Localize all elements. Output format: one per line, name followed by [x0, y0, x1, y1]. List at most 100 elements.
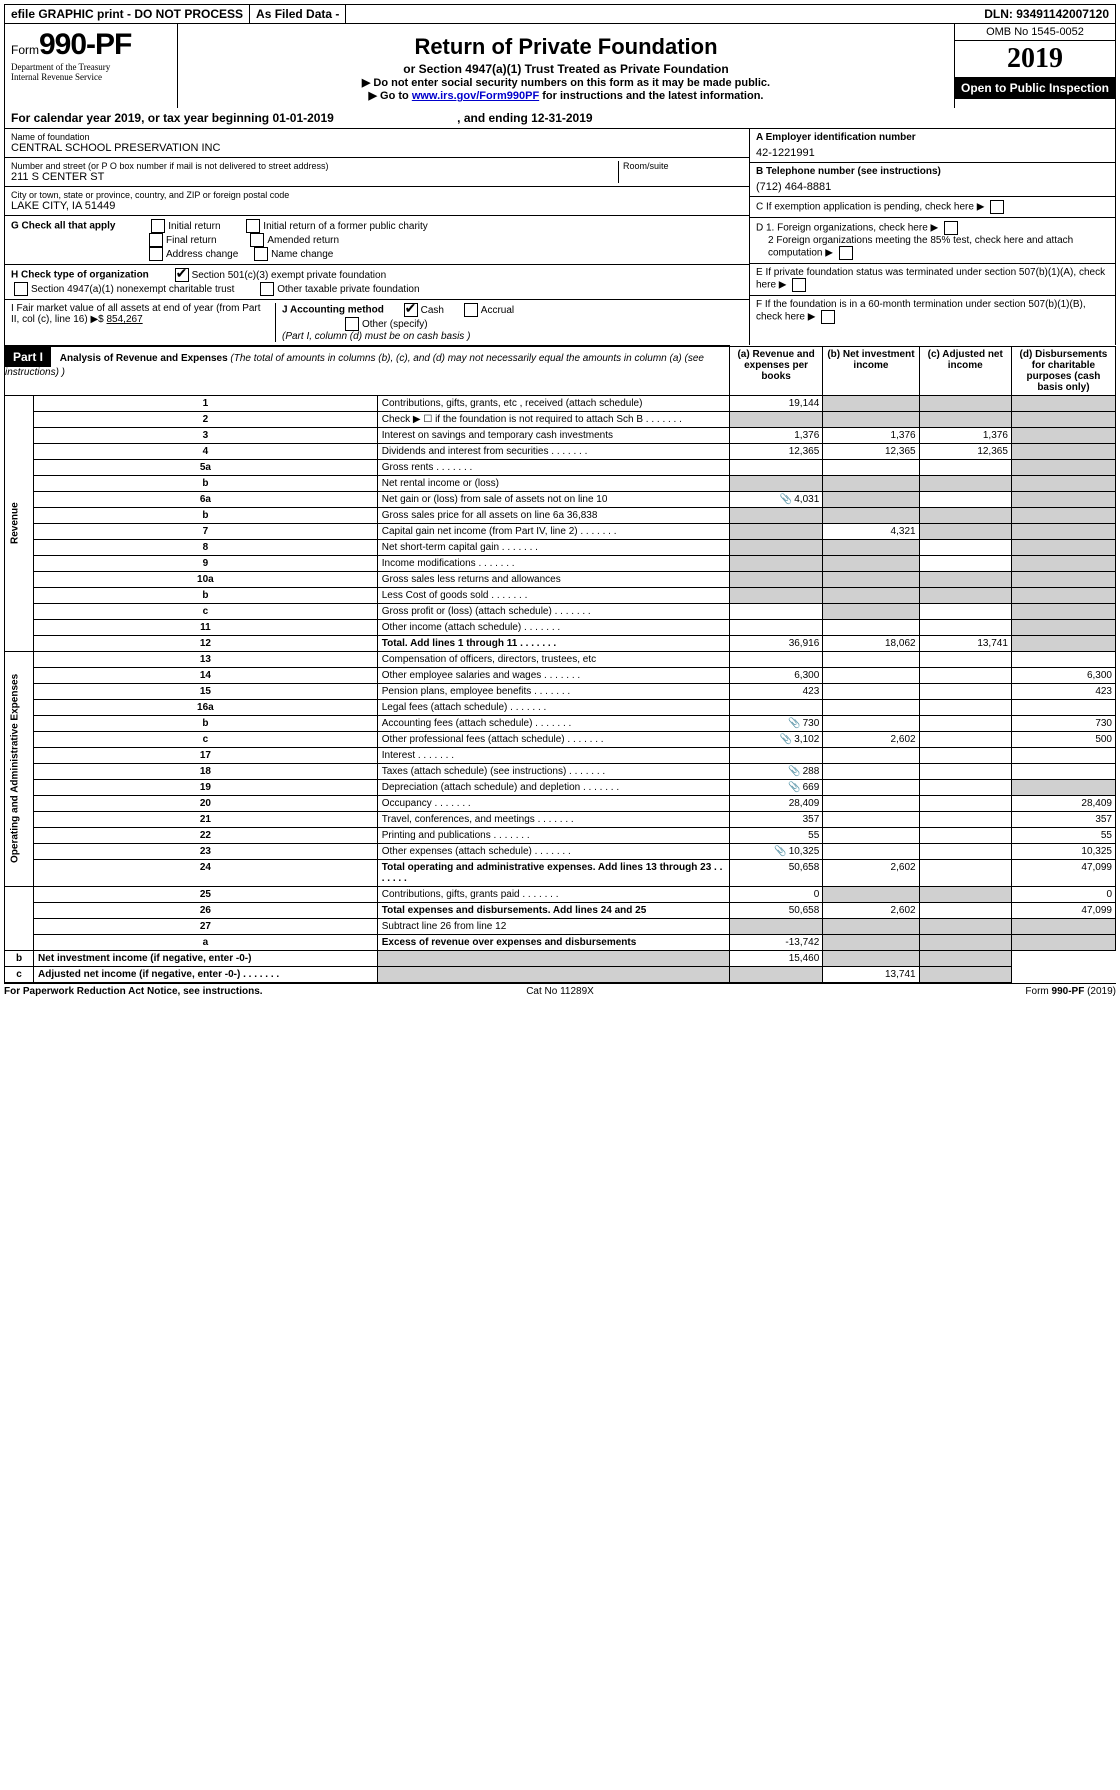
501c3-checkbox[interactable] [175, 268, 189, 282]
accrual-checkbox[interactable] [464, 303, 478, 317]
line-number: 18 [34, 763, 378, 779]
amended-return-checkbox[interactable] [250, 233, 264, 247]
amount-cell [823, 619, 919, 635]
amount-cell [1011, 779, 1115, 795]
amount-cell: 423 [729, 683, 822, 699]
table-row: 3Interest on savings and temporary cash … [5, 427, 1116, 443]
name-change-checkbox[interactable] [254, 247, 268, 261]
amount-cell [823, 747, 919, 763]
line-number: 10a [34, 571, 378, 587]
amount-cell [919, 715, 1011, 731]
i-j-row: I Fair market value of all assets at end… [5, 300, 749, 345]
table-row: 18Taxes (attach schedule) (see instructi… [5, 763, 1116, 779]
foreign-org-checkbox[interactable] [944, 221, 958, 235]
line-description: Travel, conferences, and meetings . . . … [377, 811, 729, 827]
line-number: 23 [34, 843, 378, 859]
table-row: 21Travel, conferences, and meetings . . … [5, 811, 1116, 827]
address-cell: Number and street (or P O box number if … [5, 158, 749, 187]
schedule-icon[interactable]: 📎 [788, 782, 800, 793]
amount-cell [919, 843, 1011, 859]
schedule-icon[interactable]: 📎 [788, 766, 800, 777]
amount-cell: 1,376 [919, 427, 1011, 443]
amount-cell: 500 [1011, 731, 1115, 747]
line-number: 4 [34, 443, 378, 459]
line-number: b [34, 715, 378, 731]
form-number: 990-PF [39, 28, 131, 61]
line-number: 12 [34, 635, 378, 651]
other-taxable-checkbox[interactable] [260, 282, 274, 296]
cash-checkbox[interactable] [404, 303, 418, 317]
col-a-header: (a) Revenue and expenses per books [729, 346, 822, 395]
g-check: G Check all that apply Initial return In… [5, 216, 749, 265]
amount-cell [1011, 651, 1115, 667]
schedule-icon[interactable]: 📎 [780, 494, 792, 505]
amount-cell [729, 966, 822, 982]
amount-cell [1011, 699, 1115, 715]
schedule-icon[interactable]: 📎 [774, 846, 786, 857]
amount-cell [1011, 635, 1115, 651]
irs-link[interactable]: www.irs.gov/Form990PF [412, 90, 539, 102]
line-number: 20 [34, 795, 378, 811]
other-method-checkbox[interactable] [345, 317, 359, 331]
amount-cell [729, 571, 822, 587]
table-row: bGross sales price for all assets on lin… [5, 507, 1116, 523]
f-cell: F If the foundation is in a 60-month ter… [750, 296, 1115, 327]
amount-cell [919, 555, 1011, 571]
amount-cell: 1,376 [729, 427, 822, 443]
amount-cell [729, 587, 822, 603]
form-label: Form [11, 43, 39, 57]
initial-return-checkbox[interactable] [151, 219, 165, 233]
table-row: bNet rental income or (loss) [5, 475, 1116, 491]
line-number: 3 [34, 427, 378, 443]
initial-former-checkbox[interactable] [246, 219, 260, 233]
col-c-header: (c) Adjusted net income [919, 346, 1011, 395]
line-description: Excess of revenue over expenses and disb… [377, 934, 729, 950]
amount-cell [919, 699, 1011, 715]
amount-cell: 6,300 [729, 667, 822, 683]
line-number: 27 [34, 918, 378, 934]
amount-cell [729, 539, 822, 555]
line-description: Other employee salaries and wages . . . … [377, 667, 729, 683]
line-description: Interest on savings and temporary cash i… [377, 427, 729, 443]
amount-cell [823, 571, 919, 587]
line-description: Gross sales price for all assets on line… [377, 507, 729, 523]
amount-cell [823, 539, 919, 555]
form-subtitle: or Section 4947(a)(1) Trust Treated as P… [188, 62, 944, 76]
line-description: Net rental income or (loss) [377, 475, 729, 491]
amount-cell [823, 795, 919, 811]
amount-cell [919, 886, 1011, 902]
line-number: 25 [34, 886, 378, 902]
line-description: Other professional fees (attach schedule… [377, 731, 729, 747]
60month-checkbox[interactable] [821, 310, 835, 324]
line-description: Pension plans, employee benefits . . . .… [377, 683, 729, 699]
status-terminated-checkbox[interactable] [792, 278, 806, 292]
year-box: OMB No 1545-0052 2019 Open to Public Ins… [954, 24, 1115, 108]
revenue-section-label: Revenue [5, 395, 34, 651]
schedule-icon[interactable]: 📎 [788, 718, 800, 729]
final-return-checkbox[interactable] [149, 233, 163, 247]
line-description: Gross profit or (loss) (attach schedule)… [377, 603, 729, 619]
exemption-pending-checkbox[interactable] [990, 200, 1004, 214]
amount-cell: 18,062 [823, 635, 919, 651]
amount-cell: 0 [729, 886, 822, 902]
amount-cell [823, 395, 919, 411]
amount-cell [1011, 587, 1115, 603]
amount-cell: 730 [1011, 715, 1115, 731]
line-number: 26 [34, 902, 378, 918]
amount-cell [1011, 523, 1115, 539]
amount-cell [919, 811, 1011, 827]
address-change-checkbox[interactable] [149, 247, 163, 261]
amount-cell [823, 491, 919, 507]
4947a1-checkbox[interactable] [14, 282, 28, 296]
amount-cell [919, 859, 1011, 886]
amount-cell: 12,365 [823, 443, 919, 459]
part1-table: Part I Analysis of Revenue and Expenses … [4, 345, 1116, 983]
schedule-icon[interactable]: 📎 [780, 734, 792, 745]
amount-cell: 357 [729, 811, 822, 827]
amount-cell [823, 934, 919, 950]
amount-cell [919, 395, 1011, 411]
expenses-section-label: Operating and Administrative Expenses [5, 651, 34, 886]
foreign-85-checkbox[interactable] [839, 246, 853, 260]
line-description: Adjusted net income (if negative, enter … [34, 966, 378, 982]
amount-cell [1011, 619, 1115, 635]
